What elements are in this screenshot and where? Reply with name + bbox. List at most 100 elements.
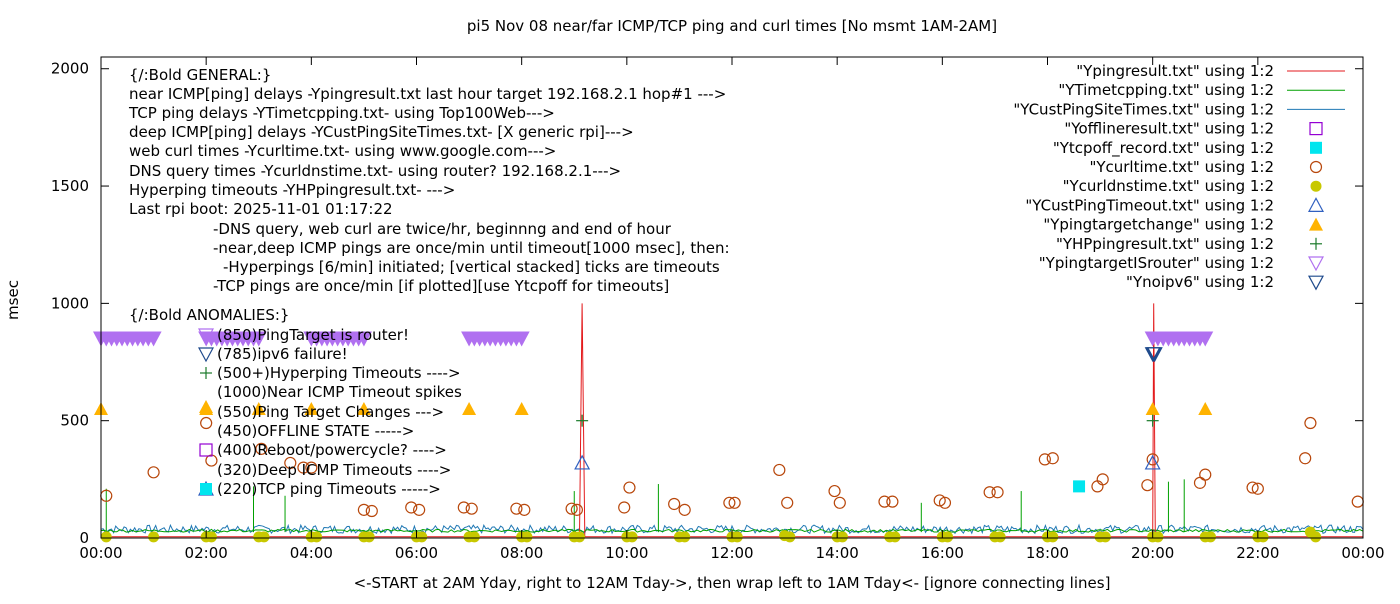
point-ycurldnstime	[784, 531, 796, 543]
point-ycurltime	[1193, 476, 1207, 489]
legend-label: "YCustPingTimeout.txt" using 1:2	[1025, 196, 1274, 214]
annotation-text: -TCP pings are once/min [if plotted][use…	[213, 277, 669, 295]
point-ycurldnstime	[1099, 531, 1111, 543]
legend-marker	[1307, 197, 1325, 212]
point-ycurltime	[205, 454, 218, 467]
point-yhppingresult	[576, 414, 589, 427]
point-ycurltime	[623, 481, 636, 494]
point-ycurltime	[565, 502, 578, 515]
legend-marker	[1310, 141, 1322, 154]
legend-marker	[1309, 121, 1323, 136]
point-ypingtargetisrouter	[513, 331, 530, 347]
point-ycurldnstime	[416, 531, 428, 543]
point-ycurltime	[1251, 482, 1264, 495]
point-ycurltime	[723, 496, 736, 509]
point-ycurldnstime	[994, 531, 1006, 543]
point-ycurltime	[405, 501, 418, 514]
point-ypingtargetchange	[356, 401, 371, 415]
point-ycurltime	[1351, 495, 1364, 508]
chart-title: pi5 Nov 08 near/far ICMP/TCP ping and cu…	[467, 17, 997, 35]
point-ypingtargetchange	[462, 401, 477, 415]
annotation-marker	[199, 400, 213, 413]
point-ypingtargetisrouter	[355, 331, 372, 347]
x-tick-label: 10:00	[605, 544, 648, 562]
legend-marker	[1307, 275, 1325, 291]
point-ycustpingtimeout	[1144, 454, 1161, 470]
x-tick-label: 18:00	[1026, 544, 1069, 562]
point-ypingtargetisrouter	[250, 331, 267, 347]
x-axis-label: <-START at 2AM Yday, right to 12AM Tday-…	[354, 574, 1111, 592]
x-tick-label: 04:00	[290, 544, 333, 562]
point-ynoipv6	[1146, 347, 1163, 363]
legend-label: "Ycurltime.txt" using 1:2	[1089, 158, 1274, 176]
annotation-text: {/:Bold GENERAL:}	[129, 66, 271, 84]
point-ycurltime	[518, 503, 531, 516]
annotation-text: -DNS query, web curl are twice/hr, begin…	[213, 220, 672, 238]
point-ycurltime	[1246, 481, 1259, 494]
point-ycurldnstime	[100, 531, 112, 543]
legend: "Ypingresult.txt" using 1:2"YTimetcpping…	[1013, 62, 1345, 291]
point-ycurldnstime	[205, 531, 217, 543]
point-ycurltime	[1146, 453, 1159, 466]
annotation-text: (220)TCP ping Timeouts ----->	[217, 480, 441, 498]
point-ycurldnstime	[836, 531, 848, 543]
x-tick-label: 12:00	[710, 544, 753, 562]
annotation-text: (550)Ping Target Changes --->	[217, 403, 444, 421]
point-ycurldnstime	[148, 531, 160, 543]
annotation-text: (785)ipv6 failure!	[217, 345, 348, 363]
x-tick-label: 00:00	[79, 544, 122, 562]
point-ycustpingtimeout	[574, 454, 591, 470]
point-ycurldnstime	[889, 531, 901, 543]
point-ycurltime	[886, 495, 899, 508]
annotation-text: -Hyperpings [6/min] initiated; [vertical…	[223, 258, 720, 276]
legend-marker	[1309, 160, 1323, 174]
annotation-text: (1000)Near ICMP Timeout spikes	[217, 383, 462, 401]
point-ycurldnstime	[679, 531, 691, 543]
point-ypingtargetchange	[304, 401, 319, 415]
x-tick-label: 02:00	[185, 544, 228, 562]
legend-label: "Ypingtargetchange" using 1:2	[1043, 216, 1274, 234]
x-tick-label: 14:00	[816, 544, 859, 562]
point-ycurltime	[1299, 452, 1312, 465]
legend-label: "YHPpingresult.txt" using 1:2	[1056, 235, 1274, 253]
x-tick-label: 00:00	[1341, 544, 1384, 562]
legend-label: "Ytcpoff_record.txt" using 1:2	[1053, 139, 1274, 158]
point-ycurltime	[297, 461, 310, 474]
series-ypingresult	[101, 303, 1363, 538]
legend-marker	[1310, 237, 1322, 250]
y-tick-label: 500	[60, 412, 89, 430]
legend-label: "YCustPingSiteTimes.txt" using 1:2	[1013, 100, 1274, 118]
point-yhppingresult	[1146, 414, 1159, 427]
annotation-text: (450)OFFLINE STATE ----->	[217, 422, 414, 440]
annotation-marker	[200, 367, 212, 379]
annotation-marker	[197, 347, 215, 363]
legend-marker	[1307, 256, 1325, 272]
y-axis-label: msec	[4, 280, 22, 320]
point-ycurltime	[618, 501, 631, 514]
point-ycurltime	[1038, 453, 1051, 466]
point-ycurldnstime	[1047, 531, 1059, 543]
point-ycurldnstime	[258, 531, 270, 543]
point-ycurltime	[457, 501, 470, 514]
point-ycurltime	[1096, 473, 1109, 486]
point-ycurltime	[828, 484, 841, 498]
legend-marker	[1309, 217, 1323, 231]
point-ycurltime	[1199, 468, 1212, 481]
point-ycurltime	[255, 442, 268, 455]
point-ytcpoff	[1073, 480, 1086, 493]
point-ycurltime	[1091, 480, 1104, 493]
point-ycurltime	[365, 504, 378, 518]
point-ycurldnstime	[574, 531, 586, 543]
point-ycurldnstime	[1310, 531, 1322, 543]
point-ypingtargetchange	[514, 401, 529, 415]
y-tick-label: 1500	[51, 177, 89, 195]
point-ycurltime	[305, 461, 318, 474]
annotation-text: deep ICMP[ping] delays -YCustPingSiteTim…	[129, 123, 634, 141]
point-ypingtargetchange	[1198, 401, 1213, 415]
point-ycurltime	[833, 496, 846, 509]
legend-label: "YTimetcpping.txt" using 1:2	[1058, 81, 1274, 99]
annotation-marker	[200, 483, 212, 495]
point-ycurltime	[991, 486, 1004, 499]
